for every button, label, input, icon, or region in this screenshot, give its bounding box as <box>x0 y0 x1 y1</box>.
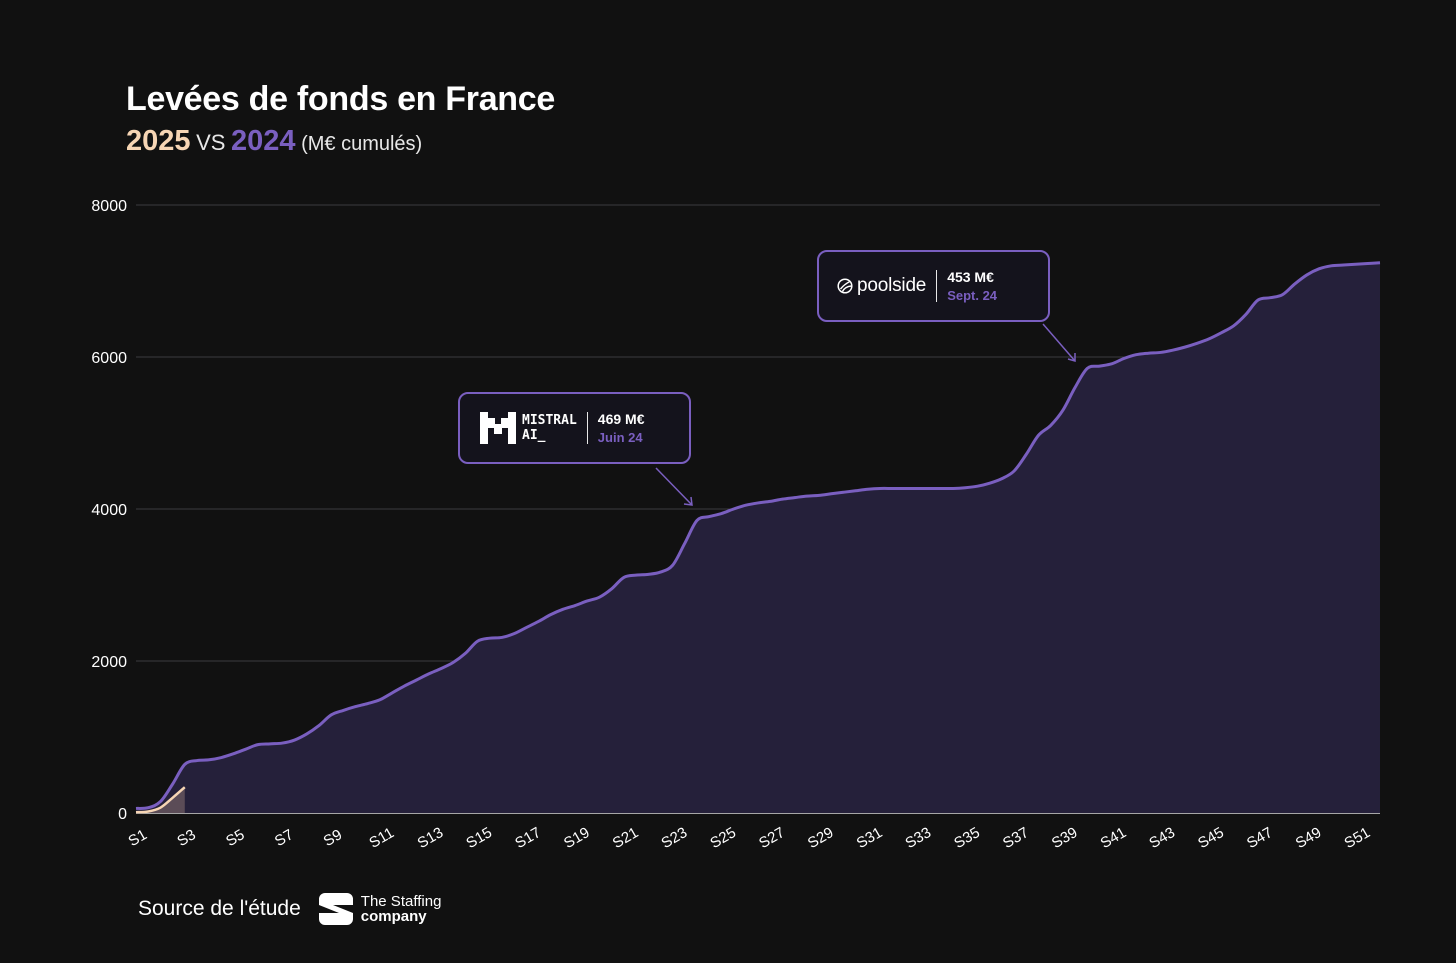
staffing-company-logo-icon <box>318 893 353 925</box>
callout-poolside: poolside 453 M€ Sept. 24 <box>817 250 1050 322</box>
source-label: Source de l'étude <box>138 897 301 920</box>
x-tick-label: S9 <box>321 826 345 850</box>
y-tick-label: 8000 <box>91 198 127 215</box>
x-tick-label: S7 <box>272 826 296 850</box>
subtitle-vs: VS <box>196 130 226 155</box>
x-tick-label: S21 <box>610 824 642 852</box>
y-tick-label: 0 <box>118 806 127 823</box>
y-tick-label: 6000 <box>91 350 127 367</box>
x-tick-label: S1 <box>126 826 150 850</box>
callout-divider <box>936 270 938 302</box>
series-line-2025 <box>135 786 186 814</box>
mistral-arrowhead <box>683 496 693 506</box>
subtitle-year-2024: 2024 <box>231 125 296 157</box>
staffing-company-wordmark: The Staffing company <box>360 893 442 925</box>
x-tick-label: S15 <box>463 824 495 852</box>
x-tick-label: S41 <box>1098 824 1130 852</box>
x-tick-label: S25 <box>707 824 739 852</box>
y-axis-ticks: 0 2000 4000 6000 8000 <box>91 198 127 823</box>
y-tick-label: 4000 <box>91 502 127 519</box>
x-tick-label: S13 <box>415 824 447 852</box>
x-tick-label: S33 <box>902 824 934 852</box>
callout-mistral: MISTRAL AI_ 469 M€ Juin 24 <box>458 392 691 464</box>
x-tick-label: S17 <box>512 824 544 852</box>
x-tick-label: S37 <box>1000 824 1032 852</box>
mistral-pointer <box>655 467 693 506</box>
poolside-arrowhead <box>1067 353 1076 362</box>
x-tick-label: S45 <box>1195 824 1227 852</box>
area-2025 <box>136 787 185 813</box>
callout-amount: 453 M€ <box>947 269 994 285</box>
callout-amount: 469 M€ <box>597 411 645 427</box>
x-tick-label: S11 <box>366 824 397 852</box>
poolside-logo-icon <box>837 278 853 294</box>
x-tick-label: S5 <box>223 826 247 850</box>
x-tick-label: S27 <box>756 824 788 852</box>
callout-values: 453 M€ Sept. 24 <box>947 269 997 303</box>
series-line-2024 <box>135 261 1381 810</box>
chart-subtitle: 2025 VS 2024 (M€ cumulés) <box>126 125 555 158</box>
x-tick-label: S39 <box>1049 824 1081 852</box>
mistral-wordmark: MISTRAL AI_ <box>522 413 577 443</box>
x-tick-label: S49 <box>1293 824 1325 852</box>
callout-date: Sept. 24 <box>947 288 998 303</box>
title-block: Levées de fonds en France 2025 VS 2024 (… <box>126 80 555 158</box>
x-tick-label: S43 <box>1146 824 1178 852</box>
y-tick-label: 2000 <box>91 654 127 671</box>
x-tick-label: S47 <box>1244 824 1276 852</box>
callout-date: Juin 24 <box>597 430 643 445</box>
chart-title: Levées de fonds en France <box>126 80 555 118</box>
mistral-logo-icon <box>480 412 516 444</box>
subtitle-unit: (M€ cumulés) <box>301 133 423 155</box>
callout-values: 469 M€ Juin 24 <box>598 411 645 445</box>
x-tick-label: S35 <box>951 824 983 852</box>
callout-divider <box>586 412 588 444</box>
x-tick-label: S19 <box>561 824 593 852</box>
poolside-wordmark: poolside <box>857 275 927 296</box>
x-tick-label: S51 <box>1342 824 1374 852</box>
x-axis-ticks: S1 S3 S5 S7 S9 S11 S13 S15 S17 S19 S21 S23 S25 S27 S29… <box>126 824 1374 852</box>
footer: Source de l'étude The Staffing company <box>138 893 441 925</box>
x-tick-label: S23 <box>659 824 691 852</box>
x-tick-label: S29 <box>805 824 837 852</box>
subtitle-year-2025: 2025 <box>126 125 191 157</box>
x-tick-label: S3 <box>174 826 198 850</box>
poolside-pointer <box>1042 323 1076 362</box>
x-tick-label: S31 <box>854 824 886 852</box>
